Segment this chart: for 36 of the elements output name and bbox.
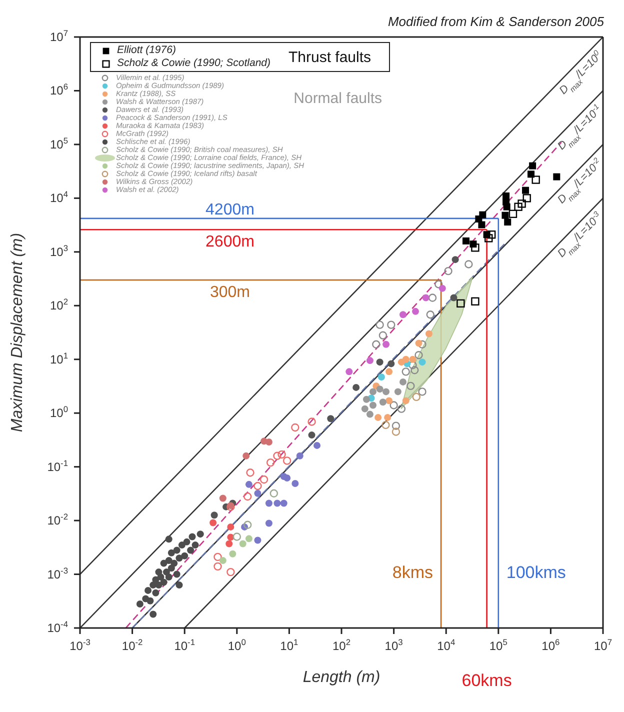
y-tick-label: 10$^{6}$	[50, 82, 68, 98]
x-axis-title: Length (m)	[302, 669, 380, 686]
series-label: 8kms	[392, 563, 434, 582]
y-tick-label: 10$^{-1}$	[47, 458, 68, 474]
x-tick-label: 10$^{2}$	[332, 637, 351, 653]
y-axis-title: Maximum Displacement (m)	[9, 232, 26, 432]
x-tick-label: 10$^{3}$	[384, 637, 404, 653]
series-label: 4200m	[206, 201, 254, 218]
y-tick-label: 10$^{5}$	[50, 135, 68, 152]
y-tick-label: 10$^{2}$	[50, 296, 68, 313]
x-tick-label: 10$^{-1}$	[174, 637, 196, 653]
y-tick-label: 10$^{4}$	[50, 189, 68, 206]
text: Modified from Kim & Sanderson 2005	[388, 14, 604, 29]
legend-label: Elliott (1976)	[117, 44, 176, 57]
x-tick-label: 10$^{4}$	[437, 637, 456, 653]
text: 60kms	[462, 671, 512, 690]
y-tick-label: 10$^{-3}$	[47, 565, 68, 582]
y-tick-label: 10$^{-4}$	[47, 619, 68, 635]
annotation: Normal faults	[294, 90, 382, 107]
x-tick-label: 10$^{1}$	[280, 637, 299, 653]
x-tick-label: 10$^{6}$	[542, 637, 560, 653]
annotation: Thrust faults	[288, 48, 372, 66]
y-tick-label: 10$^{3}$	[50, 242, 68, 259]
y-tick-label: 10$^{1}$	[50, 350, 68, 366]
x-tick-label: 10$^{7}$	[594, 637, 612, 653]
y-tick-label: 10$^{-2}$	[47, 512, 68, 528]
y-tick-label: 10$^{0}$	[50, 404, 68, 420]
series-label: 300m	[210, 284, 250, 301]
x-tick-label: 10$^{5}$	[489, 637, 508, 653]
x-tick-label: 10$^{0}$	[228, 637, 246, 653]
series-label: 100kms	[506, 563, 566, 582]
y-tick-label: 10$^{7}$	[50, 28, 68, 44]
x-tick-label: 10$^{-2}$	[122, 637, 144, 653]
legend-label: Scholz & Cowie (1990; Scotland)	[117, 57, 270, 70]
series-label: 2600m	[206, 234, 254, 251]
x-tick-label: 10$^{-3}$	[70, 637, 91, 653]
